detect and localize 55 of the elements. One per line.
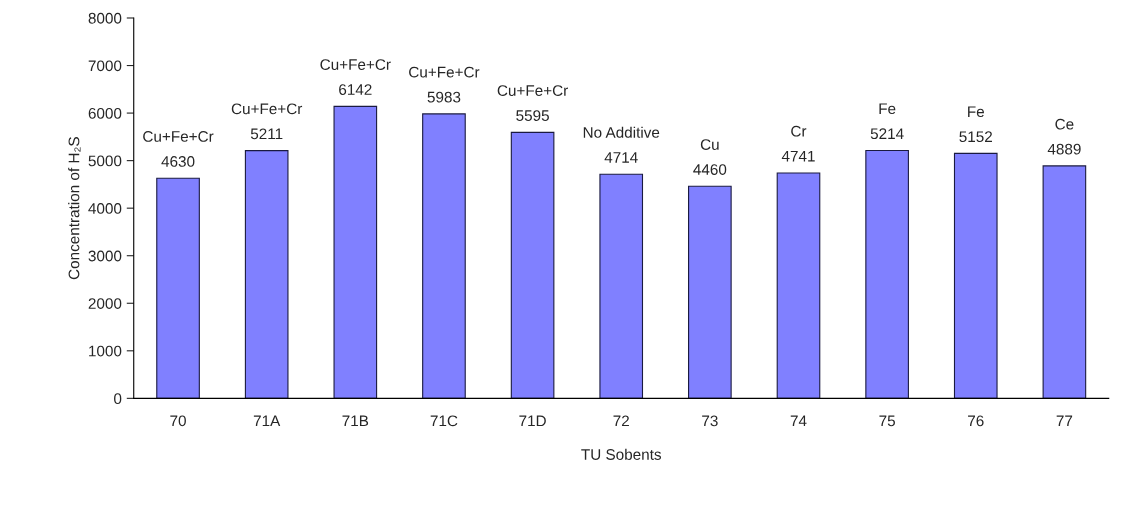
annotation: Cu+Fe+Cr: [320, 59, 391, 70]
bar: [510, 131, 555, 399]
annotation: No Additive: [583, 126, 660, 138]
y-tick-label: 0: [114, 393, 122, 405]
x-tick-label: 71A: [253, 415, 281, 427]
annotation: Cu+Fe+Cr: [143, 131, 214, 142]
data-label: 4460: [693, 164, 727, 175]
x-tick-label: 75: [879, 415, 895, 427]
y-tick-label: 2000: [88, 298, 122, 309]
bar: [333, 105, 378, 399]
annotation: Cu+Fe+Cr: [409, 66, 480, 78]
y-axis-title: Concentration of H₂S: [68, 137, 81, 280]
data-label: 5152: [959, 131, 992, 143]
x-tick-label: 71C: [430, 415, 458, 427]
bar: [688, 185, 732, 399]
x-tick-label: 71B: [342, 415, 369, 427]
bar: [865, 149, 909, 399]
data-label: 4889: [1047, 143, 1081, 155]
y-tick-label: 3000: [88, 250, 122, 262]
data-label: 4714: [604, 152, 638, 163]
x-tick-label: 74: [790, 415, 807, 427]
annotation: Cu+Fe+Cr: [231, 103, 303, 115]
data-label: 5983: [427, 91, 461, 103]
bar: [953, 152, 998, 399]
annotation: Cu: [700, 139, 719, 150]
x-axis-title: TU Sobents: [581, 448, 662, 460]
annotation: Cr: [791, 125, 807, 137]
data-label: 4741: [781, 150, 815, 162]
y-tick-label: 8000: [88, 12, 122, 24]
annotation: Fe: [968, 106, 984, 118]
data-label: 5211: [250, 128, 283, 140]
x-tick-label: 76: [968, 415, 984, 427]
y-tick-label: 1000: [89, 345, 122, 357]
annotation: Fe: [879, 103, 896, 115]
annotation: Ce: [1055, 118, 1074, 130]
bar: [776, 172, 821, 399]
y-tick-label: 5000: [88, 155, 122, 167]
y-tick-label: 7000: [88, 60, 122, 72]
data-label: 4630: [161, 156, 195, 167]
x-tick-label: 72: [613, 415, 629, 427]
x-tick-label: 70: [170, 415, 186, 427]
x-tick-label: 71D: [519, 415, 546, 427]
x-tick-label: 73: [702, 415, 718, 427]
bar: [422, 113, 466, 399]
bar: [156, 177, 200, 399]
y-tick-label: 6000: [88, 107, 122, 119]
y-tick-label: 4000: [88, 203, 122, 214]
data-label: 6142: [339, 84, 372, 95]
data-label: 5595: [516, 110, 549, 121]
data-label: 5214: [870, 128, 904, 140]
bar: [599, 173, 644, 399]
x-tick-label: 77: [1056, 415, 1073, 427]
bar: [1042, 165, 1087, 399]
annotation: Cu+Fe+Cr: [497, 85, 568, 96]
bar: [244, 150, 289, 399]
